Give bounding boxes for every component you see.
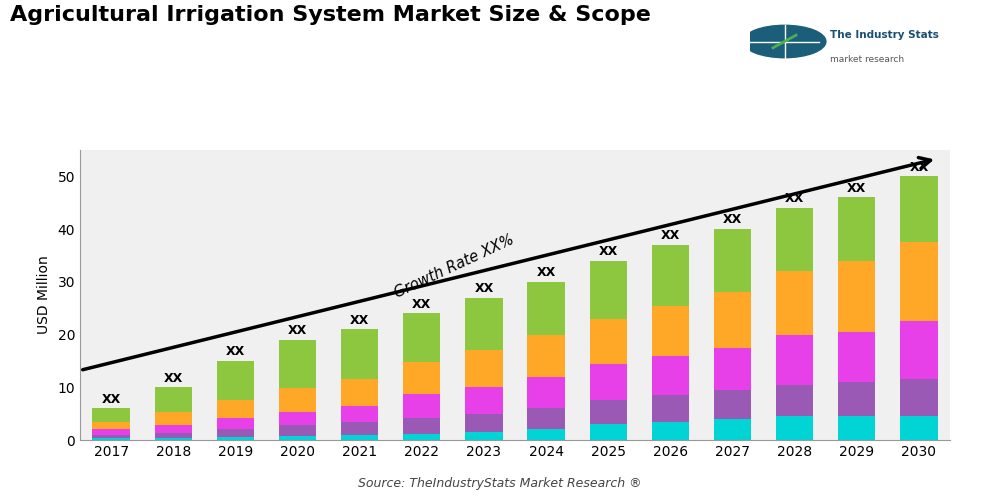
Bar — [403, 434, 440, 440]
Bar — [92, 438, 130, 440]
Bar — [714, 292, 751, 348]
Text: XX: XX — [164, 372, 183, 384]
Text: XX: XX — [474, 282, 494, 295]
Text: XX: XX — [101, 392, 121, 406]
Bar — [341, 406, 378, 421]
Bar — [838, 198, 875, 260]
Bar — [279, 340, 316, 388]
Bar — [155, 388, 192, 411]
Bar — [92, 422, 130, 430]
Bar — [838, 260, 875, 332]
Text: XX: XX — [288, 324, 307, 337]
Bar — [776, 416, 813, 440]
Bar — [217, 418, 254, 429]
Bar — [776, 208, 813, 272]
Bar — [279, 436, 316, 440]
Bar — [92, 434, 130, 438]
Bar — [341, 434, 378, 440]
Bar — [155, 432, 192, 438]
Y-axis label: USD Million: USD Million — [37, 256, 51, 334]
Bar — [900, 380, 938, 416]
Text: Source: TheIndustryStats Market Research ®: Source: TheIndustryStats Market Research… — [358, 477, 642, 490]
Bar — [590, 424, 627, 440]
Bar — [279, 425, 316, 436]
Text: Agricultural Irrigation System Market Size & Scope: Agricultural Irrigation System Market Si… — [10, 5, 651, 25]
Text: XX: XX — [909, 160, 929, 173]
Bar — [217, 437, 254, 440]
Bar — [465, 350, 503, 388]
Bar — [403, 314, 440, 362]
Bar — [155, 424, 192, 432]
Bar — [590, 400, 627, 424]
Bar — [465, 414, 503, 432]
Bar — [92, 430, 130, 434]
Text: The Industry Stats: The Industry Stats — [830, 30, 939, 40]
Text: XX: XX — [847, 182, 866, 195]
Text: market research: market research — [830, 55, 905, 64]
Bar — [900, 322, 938, 380]
Bar — [403, 362, 440, 394]
Text: XX: XX — [536, 266, 556, 279]
Bar — [527, 430, 565, 440]
Bar — [900, 416, 938, 440]
Bar — [900, 242, 938, 322]
Bar — [714, 390, 751, 419]
Text: Growth Rate XX%: Growth Rate XX% — [392, 232, 516, 300]
Bar — [838, 416, 875, 440]
Text: XX: XX — [599, 245, 618, 258]
Bar — [776, 334, 813, 384]
Bar — [527, 408, 565, 430]
Bar — [714, 229, 751, 292]
Bar — [652, 395, 689, 421]
Bar — [527, 334, 565, 376]
Bar — [155, 412, 192, 424]
Text: XX: XX — [226, 346, 245, 358]
Bar — [92, 408, 130, 422]
Bar — [590, 260, 627, 318]
Bar — [341, 422, 378, 434]
Bar — [527, 376, 565, 408]
Bar — [403, 394, 440, 418]
Bar — [527, 282, 565, 335]
Bar — [714, 419, 751, 440]
Bar — [652, 245, 689, 306]
Bar — [279, 412, 316, 425]
Bar — [776, 272, 813, 334]
Bar — [465, 388, 503, 413]
Bar — [217, 361, 254, 400]
Text: XX: XX — [723, 214, 742, 226]
Bar — [590, 364, 627, 401]
Text: XX: XX — [350, 314, 369, 326]
Bar — [714, 348, 751, 390]
Bar — [652, 422, 689, 440]
Text: XX: XX — [661, 230, 680, 242]
Circle shape — [743, 26, 826, 58]
Bar — [279, 388, 316, 412]
Bar — [341, 330, 378, 380]
Bar — [217, 400, 254, 418]
Bar — [652, 306, 689, 356]
Bar — [403, 418, 440, 434]
Bar — [465, 432, 503, 440]
Bar — [341, 380, 378, 406]
Bar — [217, 429, 254, 437]
Text: XX: XX — [785, 192, 804, 205]
Bar — [776, 384, 813, 416]
Bar — [155, 438, 192, 440]
Bar — [900, 176, 938, 242]
Bar — [590, 318, 627, 364]
Bar — [838, 332, 875, 382]
Bar — [838, 382, 875, 416]
Bar — [652, 356, 689, 395]
Text: XX: XX — [412, 298, 431, 311]
Bar — [465, 298, 503, 350]
